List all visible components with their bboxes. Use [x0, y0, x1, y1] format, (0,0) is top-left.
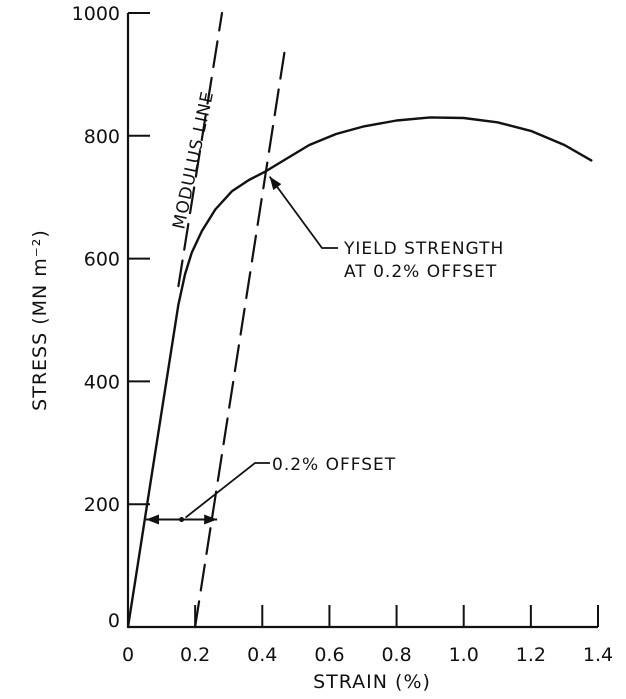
x-tick-label: 0.6	[314, 644, 344, 666]
yield-strength-label-line1: YIELD STRENGTH	[343, 239, 504, 259]
y-tick-label: 1000	[72, 3, 120, 25]
yield-arrowhead	[269, 176, 282, 191]
x-tick-label: 0.8	[381, 644, 411, 666]
annotations	[146, 176, 338, 525]
x-tick-label: 1.0	[449, 644, 479, 666]
x-tick-label: 0	[122, 644, 134, 666]
axes	[126, 12, 599, 629]
y-tick-label: 0	[108, 610, 120, 632]
y-tick-label: 400	[84, 371, 120, 393]
stress-strain-curve	[126, 116, 593, 629]
yield-strength-label-line2: AT 0.2% OFFSET	[344, 262, 497, 282]
modulus-line-label: MODULUS LINE	[169, 89, 218, 231]
offset-arrowhead-left	[146, 514, 159, 525]
x-tick-label: 0.4	[247, 644, 277, 666]
x-tick-label: 1.4	[583, 644, 613, 666]
offset-leader-line	[185, 462, 270, 519]
y-axis-title: STRESS (MN m⁻²)	[29, 229, 51, 411]
x-tick-label: 1.2	[516, 644, 546, 666]
y-tick-label: 200	[84, 494, 120, 516]
tick-labels: 0 0.2 0.4 0.6 0.8 1.0 1.2 1.4 0 200 400 600 800 1000	[72, 3, 613, 666]
y-tick-label: 800	[84, 126, 120, 148]
offset-arrowhead-right	[204, 514, 218, 525]
yield-leader-line	[268, 176, 338, 249]
offset-label: 0.2% OFFSET	[272, 455, 396, 475]
y-tick-label: 600	[84, 249, 120, 271]
offset-midpoint-dot	[179, 517, 185, 523]
modulus-line	[177, 11, 224, 288]
x-tick-label: 0.2	[180, 644, 210, 666]
plot-series	[126, 11, 593, 629]
offset-line	[194, 42, 287, 629]
x-axis-title: STRAIN (%)	[313, 671, 431, 693]
